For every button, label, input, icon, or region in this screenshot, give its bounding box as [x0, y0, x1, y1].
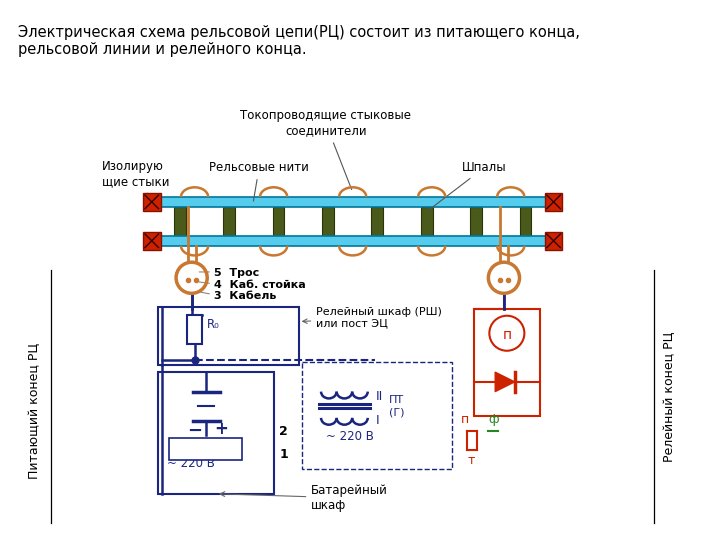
Text: I: I — [376, 414, 379, 427]
Bar — [186, 315, 202, 344]
Text: ф: ф — [488, 413, 498, 426]
Text: 1: 1 — [279, 448, 288, 461]
Text: Электрическая схема рельсовой цепи(РЦ) состоит из питающего конца,
рельсовой лин: Электрическая схема рельсовой цепи(РЦ) с… — [17, 25, 580, 57]
Bar — [302, 362, 452, 469]
Bar — [420, 207, 433, 241]
Text: Рельсовые нити: Рельсовые нити — [210, 161, 309, 201]
Text: II: II — [376, 390, 383, 403]
Text: ~ 220 В: ~ 220 В — [167, 457, 215, 470]
Bar — [474, 309, 540, 416]
Bar — [273, 207, 284, 241]
Text: R₀: R₀ — [207, 318, 220, 331]
Bar — [520, 207, 531, 241]
Text: 5  Трос: 5 Трос — [214, 268, 259, 278]
Bar — [156, 236, 549, 246]
Text: п: п — [461, 413, 469, 426]
Text: ~ 220 В: ~ 220 В — [326, 430, 374, 443]
Polygon shape — [495, 372, 515, 391]
Bar — [169, 438, 242, 460]
Text: 4  Каб. стойка: 4 Каб. стойка — [214, 280, 306, 290]
Text: Токопроводящие стыковые
соединители: Токопроводящие стыковые соединители — [240, 110, 411, 190]
Bar — [156, 197, 549, 207]
Text: Релейный шкаф (РШ)
или пост ЭЦ: Релейный шкаф (РШ) или пост ЭЦ — [302, 307, 442, 328]
Text: +: + — [214, 420, 228, 437]
Bar — [372, 207, 383, 241]
Text: 3  Кабель: 3 Кабель — [214, 292, 276, 301]
Bar — [158, 372, 274, 494]
Bar — [143, 193, 161, 211]
Text: −: − — [186, 422, 202, 440]
Bar — [223, 207, 235, 241]
Text: т: т — [467, 454, 474, 467]
Text: Релейный конец РЦ: Релейный конец РЦ — [663, 331, 676, 462]
Bar — [545, 232, 562, 249]
Text: Батарейный
шкаф: Батарейный шкаф — [220, 484, 388, 512]
Text: п: п — [503, 328, 511, 342]
Text: Питающий конец РЦ: Питающий конец РЦ — [27, 343, 40, 479]
Bar — [143, 232, 161, 249]
Bar — [545, 193, 562, 211]
Bar — [322, 207, 334, 241]
Bar — [470, 207, 482, 241]
Text: ВАК: ВАК — [179, 441, 205, 454]
Bar — [158, 307, 299, 366]
Text: ПТ
(Г): ПТ (Г) — [389, 395, 405, 417]
Bar — [174, 207, 186, 241]
Text: 2: 2 — [279, 426, 288, 438]
Text: Изолирую
щие стыки: Изолирую щие стыки — [102, 160, 170, 198]
Text: Шпалы: Шпалы — [429, 161, 507, 210]
